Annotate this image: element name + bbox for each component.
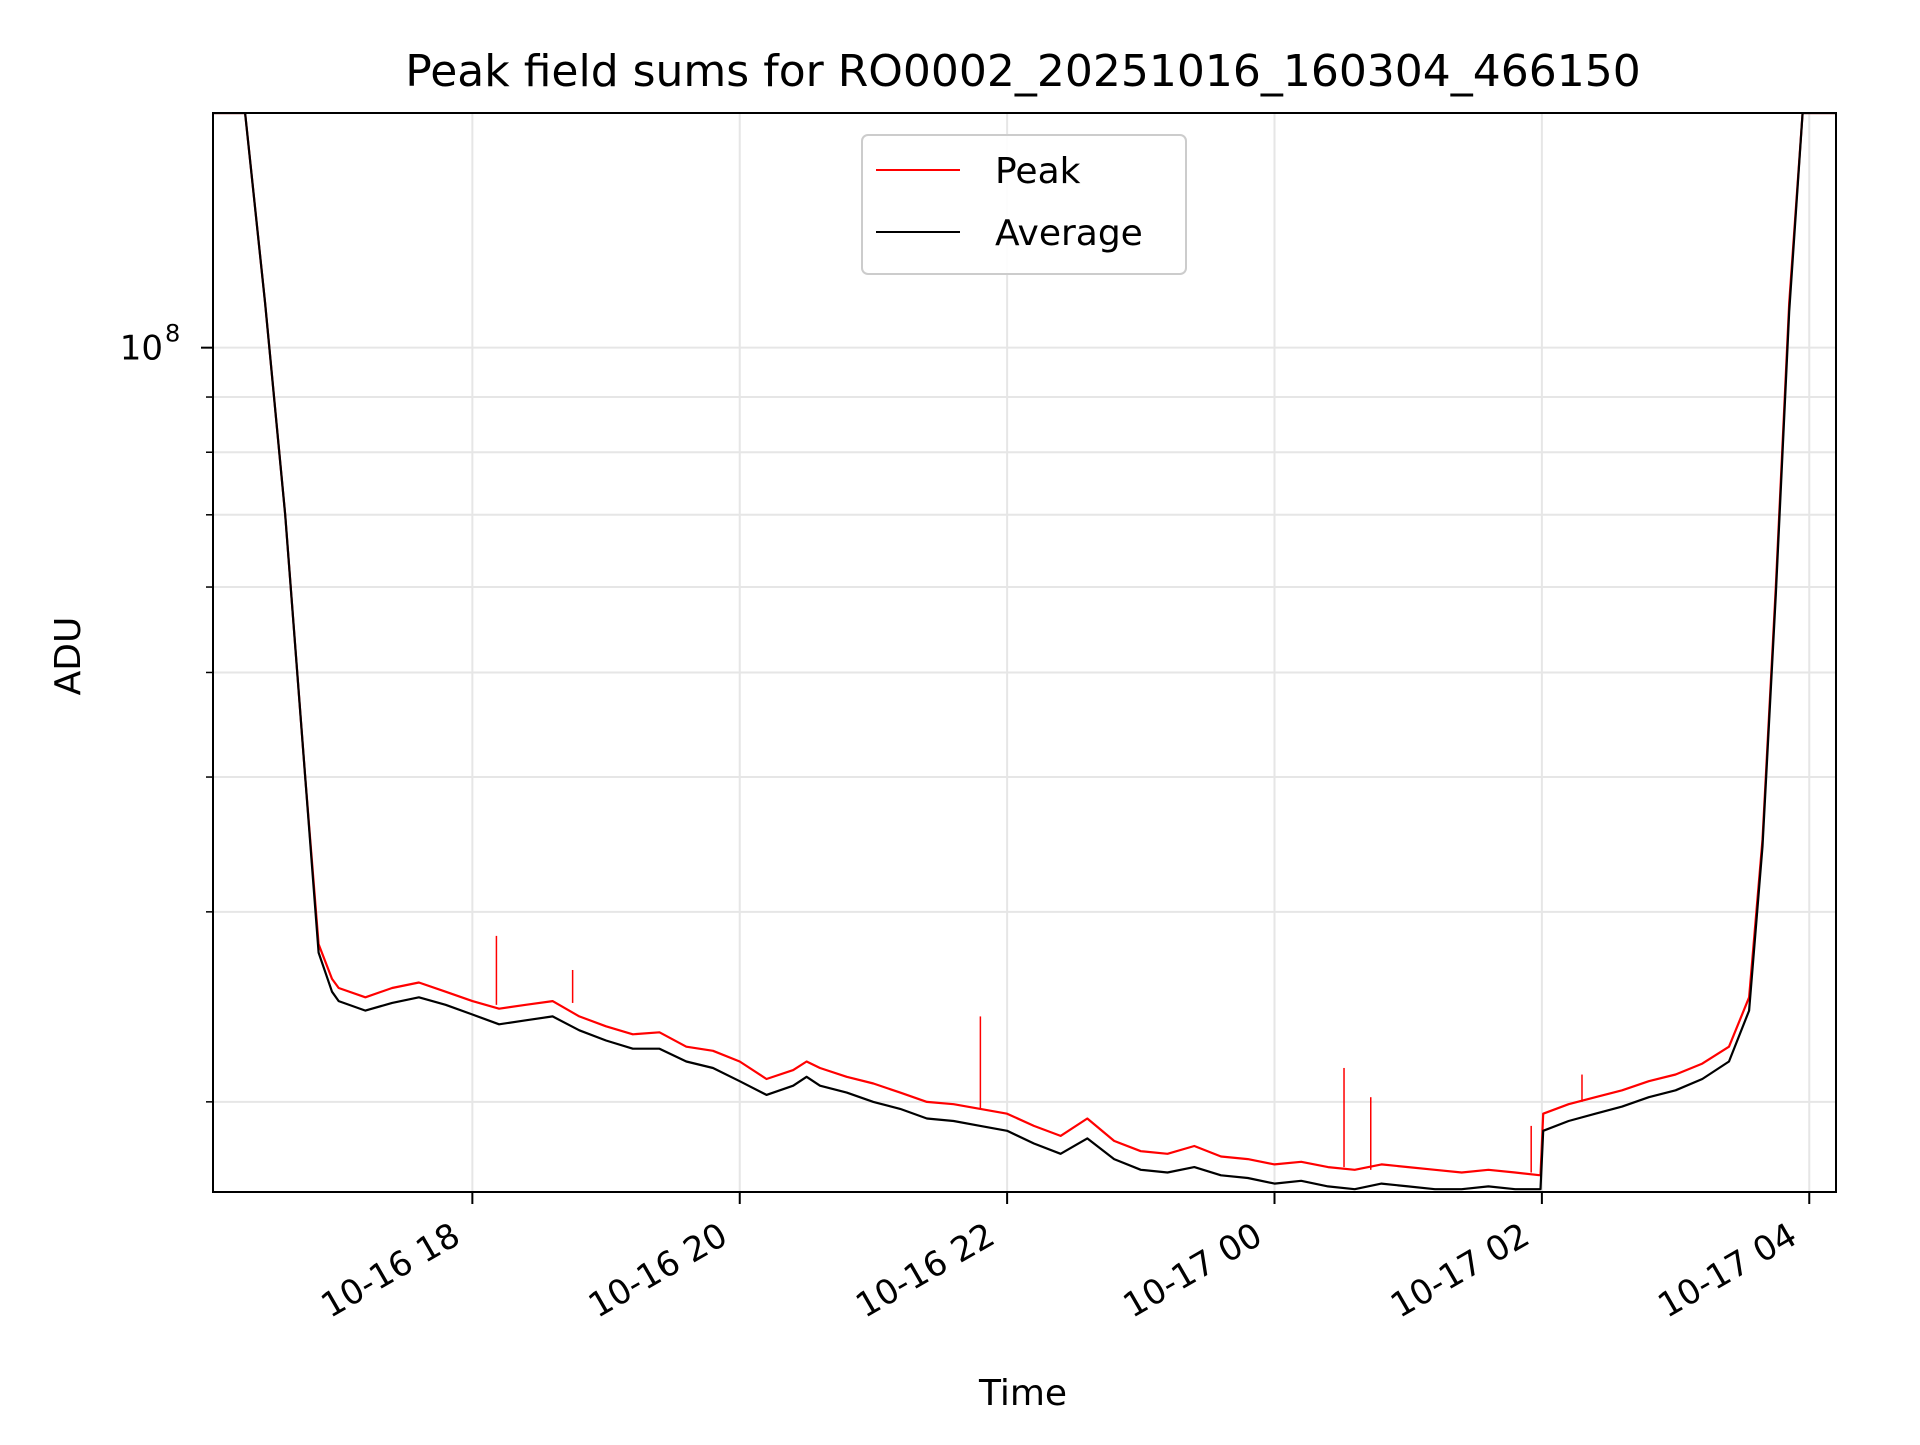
legend: Peak Average	[861, 134, 1187, 275]
y-axis-label: ADU	[48, 617, 89, 696]
series-lines	[213, 113, 1836, 1191]
legend-peak-label: Peak	[995, 151, 1081, 192]
average-line	[213, 113, 1836, 1191]
x-axis-label: Time	[978, 1373, 1067, 1414]
peak-line	[213, 113, 1836, 1177]
plot-frame	[212, 112, 1837, 1193]
chart-title: Peak field sums for RO0002_20251016_1603…	[405, 46, 1641, 97]
legend-average-label: Average	[995, 213, 1143, 254]
grid	[213, 113, 1836, 1192]
y-tick-label: 10	[120, 329, 163, 369]
y-tick-exponent: 8	[165, 320, 180, 348]
